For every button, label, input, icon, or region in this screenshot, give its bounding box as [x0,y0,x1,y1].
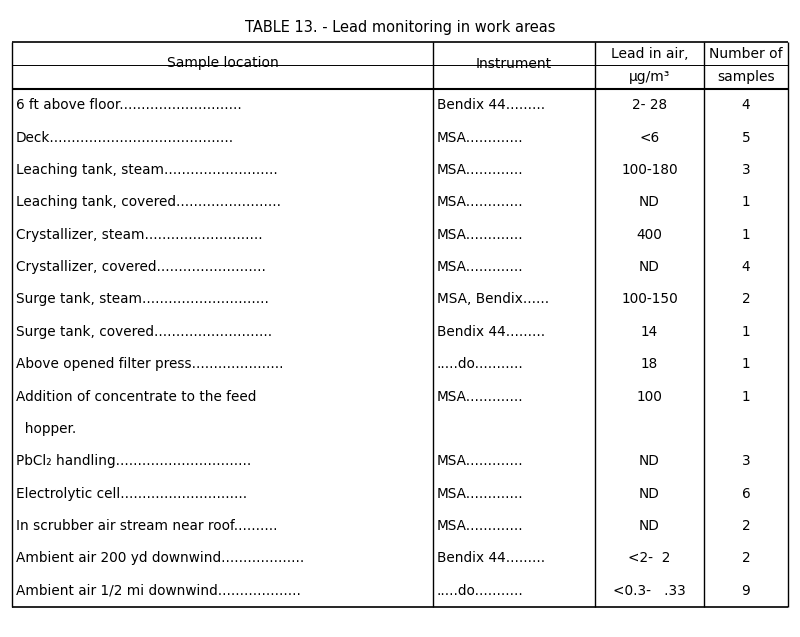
Text: 6: 6 [742,487,750,501]
Text: samples: samples [717,70,775,84]
Text: ND: ND [639,487,660,501]
Text: Electrolytic cell.............................: Electrolytic cell.......................… [16,487,247,501]
Text: MSA, Bendix......: MSA, Bendix...... [437,292,549,306]
Text: Crystallizer, covered.........................: Crystallizer, covered...................… [16,260,266,274]
Text: ND: ND [639,260,660,274]
Text: <2-  2: <2- 2 [628,552,670,566]
Text: 4: 4 [742,98,750,112]
Text: 1: 1 [742,227,750,241]
Text: 14: 14 [641,325,658,339]
Text: 100-180: 100-180 [621,163,678,177]
Text: 6 ft above floor............................: 6 ft above floor........................… [16,98,242,112]
Text: Bendix 44.........: Bendix 44......... [437,552,545,566]
Text: MSA.............: MSA............. [437,196,524,210]
Text: 2: 2 [742,552,750,566]
Text: μg/m³: μg/m³ [629,70,670,84]
Text: MSA.............: MSA............. [437,260,524,274]
Text: 2: 2 [742,519,750,533]
Text: Crystallizer, steam...........................: Crystallizer, steam.....................… [16,227,262,241]
Text: Leaching tank, covered........................: Leaching tank, covered..................… [16,196,281,210]
Text: 100-150: 100-150 [621,292,678,306]
Text: 3: 3 [742,454,750,468]
Text: ND: ND [639,519,660,533]
Text: MSA.............: MSA............. [437,519,524,533]
Text: 4: 4 [742,260,750,274]
Text: Bendix 44.........: Bendix 44......... [437,325,545,339]
Text: Lead in air,: Lead in air, [610,47,688,61]
Text: Ambient air 1/2 mi downwind...................: Ambient air 1/2 mi downwind.............… [16,584,301,598]
Text: hopper.: hopper. [16,422,76,436]
Text: Leaching tank, steam..........................: Leaching tank, steam....................… [16,163,278,177]
Text: .....do...........: .....do........... [437,357,524,371]
Text: In scrubber air stream near roof..........: In scrubber air stream near roof........… [16,519,278,533]
Text: Instrument: Instrument [476,57,552,71]
Text: 3: 3 [742,163,750,177]
Text: 100: 100 [637,390,662,404]
Text: Bendix 44.........: Bendix 44......... [437,98,545,112]
Text: Ambient air 200 yd downwind...................: Ambient air 200 yd downwind.............… [16,552,304,566]
Text: Above opened filter press.....................: Above opened filter press...............… [16,357,283,371]
Text: Surge tank, steam.............................: Surge tank, steam.......................… [16,292,269,306]
Text: 2- 28: 2- 28 [632,98,667,112]
Text: 2: 2 [742,292,750,306]
Text: Surge tank, covered...........................: Surge tank, covered.....................… [16,325,272,339]
Text: MSA.............: MSA............. [437,390,524,404]
Text: Sample location: Sample location [166,57,278,71]
Text: 9: 9 [742,584,750,598]
Text: Deck..........................................: Deck....................................… [16,131,234,145]
Text: TABLE 13. - Lead monitoring in work areas: TABLE 13. - Lead monitoring in work area… [245,20,555,35]
Text: MSA.............: MSA............. [437,163,524,177]
Text: MSA.............: MSA............. [437,131,524,145]
Text: Number of: Number of [709,47,783,61]
Text: .....do...........: .....do........... [437,584,524,598]
Text: 400: 400 [637,227,662,241]
Text: <0.3-   .33: <0.3- .33 [613,584,686,598]
Text: 5: 5 [742,131,750,145]
Text: 1: 1 [742,196,750,210]
Text: ND: ND [639,454,660,468]
Text: 18: 18 [641,357,658,371]
Text: 1: 1 [742,357,750,371]
Text: 1: 1 [742,390,750,404]
Text: Addition of concentrate to the feed: Addition of concentrate to the feed [16,390,256,404]
Text: PbCl₂ handling...............................: PbCl₂ handling..........................… [16,454,251,468]
Text: <6: <6 [639,131,659,145]
Text: MSA.............: MSA............. [437,454,524,468]
Text: 1: 1 [742,325,750,339]
Text: MSA.............: MSA............. [437,487,524,501]
Text: ND: ND [639,196,660,210]
Text: MSA.............: MSA............. [437,227,524,241]
